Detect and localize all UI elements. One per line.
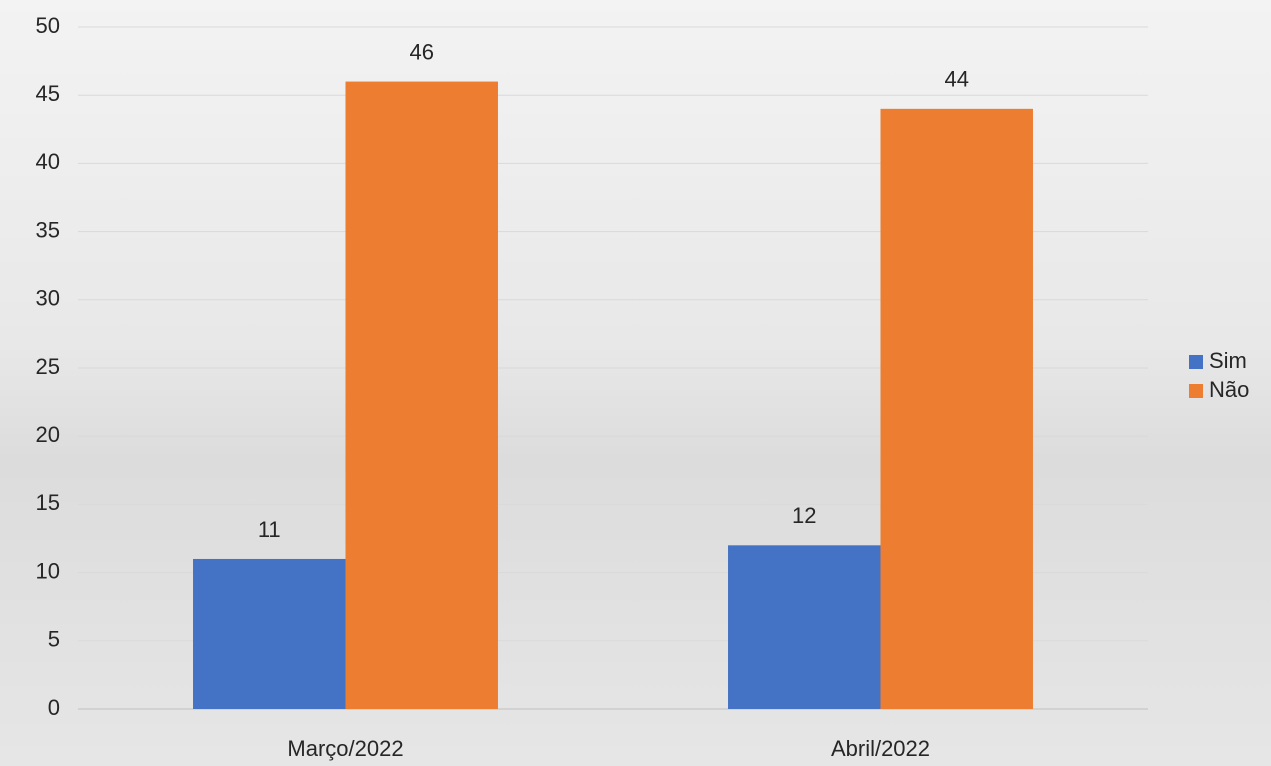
bar — [881, 109, 1033, 709]
y-tick-label: 0 — [48, 695, 60, 720]
y-tick-label: 25 — [36, 354, 60, 379]
y-tick-label: 50 — [36, 13, 60, 38]
bar — [193, 559, 345, 709]
data-label: 12 — [792, 503, 816, 528]
legend-swatch — [1189, 384, 1203, 398]
y-tick-label: 40 — [36, 149, 60, 174]
y-tick-label: 45 — [36, 81, 60, 106]
data-label: 44 — [944, 67, 968, 92]
background — [0, 0, 1271, 766]
y-tick-label: 30 — [36, 286, 60, 311]
y-tick-label: 35 — [36, 217, 60, 242]
bar — [346, 82, 498, 709]
chart: 0 5 10 15 20 25 30 35 40 45 50 Março/2022 11 46 Abril/… — [0, 0, 1271, 766]
legend-label: Não — [1209, 377, 1249, 402]
y-tick-label: 15 — [36, 490, 60, 515]
bar — [728, 545, 880, 709]
legend-label: Sim — [1209, 348, 1247, 373]
data-label: 46 — [409, 39, 433, 64]
y-tick-label: 10 — [36, 558, 60, 583]
legend-swatch — [1189, 355, 1203, 369]
data-label: 11 — [258, 517, 281, 542]
x-tick-label: Abril/2022 — [831, 736, 930, 761]
y-tick-label: 5 — [48, 627, 60, 652]
x-tick-label: Março/2022 — [287, 736, 403, 761]
y-tick-label: 20 — [36, 422, 60, 447]
